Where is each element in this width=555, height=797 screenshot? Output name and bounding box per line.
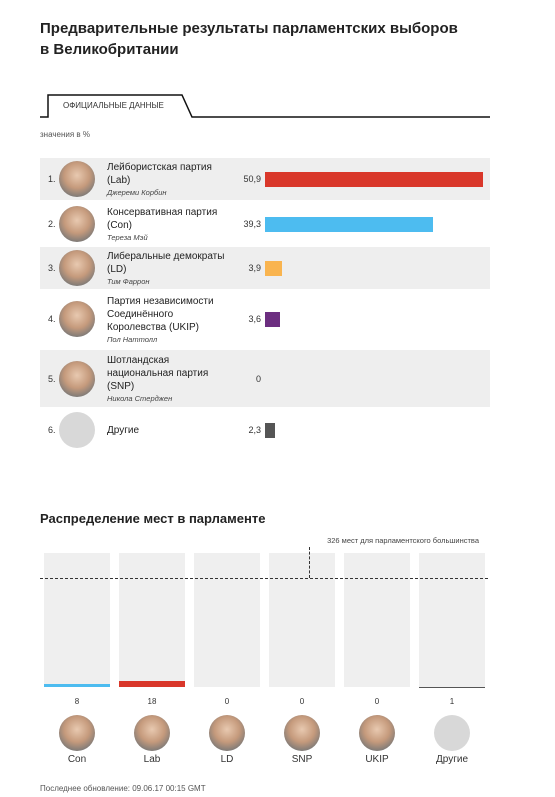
seat-count: 8 xyxy=(74,697,80,706)
party-name: Консервативная партия (Con) xyxy=(107,207,218,231)
avatar xyxy=(134,715,170,751)
leader-name: Никола Стерджен xyxy=(107,394,173,403)
column-background xyxy=(119,553,185,687)
avatar xyxy=(59,715,95,751)
party-label: LD xyxy=(220,754,234,765)
avatar xyxy=(59,206,95,242)
party-block: Партия независимости Соединённого Короле… xyxy=(107,293,227,345)
party-name: Партия независимости Соединённого Короле… xyxy=(107,295,214,333)
seat-count: 0 xyxy=(299,697,305,706)
column-background xyxy=(269,553,335,687)
leader-name: Тим Фаррон xyxy=(107,277,150,286)
avatar xyxy=(209,715,245,751)
bar xyxy=(265,312,281,327)
column-background xyxy=(419,553,485,687)
column-background xyxy=(194,553,260,687)
column-background xyxy=(344,553,410,687)
avatar xyxy=(359,715,395,751)
seat-count: 0 xyxy=(374,697,380,706)
tab-outline xyxy=(40,94,490,118)
party-name: Другие xyxy=(107,424,140,436)
value-label: 39,3 xyxy=(243,219,261,229)
party-name: Шотландская национальная партия (SNP) xyxy=(107,355,209,392)
party-label: Con xyxy=(67,754,87,765)
party-name: Лейбористская партия (Lab) xyxy=(107,162,212,186)
bar xyxy=(265,172,483,187)
avatar xyxy=(59,301,95,337)
rank: 6. xyxy=(48,425,56,435)
rank: 2. xyxy=(48,219,56,229)
rank: 5. xyxy=(48,373,56,384)
majority-line xyxy=(40,577,488,579)
party-block: Шотландская национальная партия (SNP) Ник… xyxy=(107,350,227,407)
majority-connector xyxy=(309,547,310,578)
avatar xyxy=(59,360,95,397)
avatar xyxy=(59,250,95,286)
row-background xyxy=(40,350,490,407)
bar xyxy=(265,261,282,276)
footer: Последнее обновление: 09.06.17 00:15 GMT xyxy=(40,784,206,793)
tab-label[interactable]: ОФИЦИАЛЬНЫЕ ДАННЫЕ xyxy=(63,101,164,110)
avatar xyxy=(59,412,95,448)
party-block: Другие xyxy=(107,412,227,448)
value-label: 50,9 xyxy=(243,174,261,184)
seat-count: 18 xyxy=(147,697,157,706)
party-label: Другие xyxy=(435,754,469,765)
leader-name: Джереми Корбин xyxy=(107,188,167,197)
bar xyxy=(265,423,275,438)
column xyxy=(119,680,185,687)
rank: 3. xyxy=(48,263,56,273)
seat-count: 0 xyxy=(224,697,230,706)
avatar xyxy=(434,715,470,751)
party-label: SNP xyxy=(291,754,313,765)
column xyxy=(44,684,110,687)
party-label: Lab xyxy=(143,754,161,765)
column-background xyxy=(44,553,110,687)
avatar xyxy=(59,161,95,197)
value-label: 3,6 xyxy=(248,314,261,324)
seat-count: 1 xyxy=(449,697,455,706)
party-block: Либеральные демократы (LD) Тим Фаррон xyxy=(107,247,227,289)
rank: 1. xyxy=(48,174,56,184)
chart-title: Распределение мест в парламенте xyxy=(40,511,266,526)
value-label: 0 xyxy=(255,373,261,384)
party-block: Консервативная партия (Con) Тереза Мэй xyxy=(107,203,227,245)
bar xyxy=(265,217,434,232)
party-name: Либеральные демократы (LD) xyxy=(107,251,225,275)
leader-name: Тереза Мэй xyxy=(107,233,148,242)
party-block: Лейбористская партия (Lab) Джереми Корбин xyxy=(107,158,227,200)
leader-name: Пол Наттолл xyxy=(107,334,158,344)
value-label: 3,9 xyxy=(248,263,261,273)
rank: 4. xyxy=(48,314,56,324)
page-title: Предварительные результаты парламентских… xyxy=(40,20,458,58)
unit-note: значения в % xyxy=(40,130,91,139)
party-label: UKIP xyxy=(365,754,389,765)
majority-annotation: 326 мест для парламентского большинства xyxy=(327,536,479,545)
value-label: 2,3 xyxy=(248,425,261,435)
avatar xyxy=(284,715,320,751)
